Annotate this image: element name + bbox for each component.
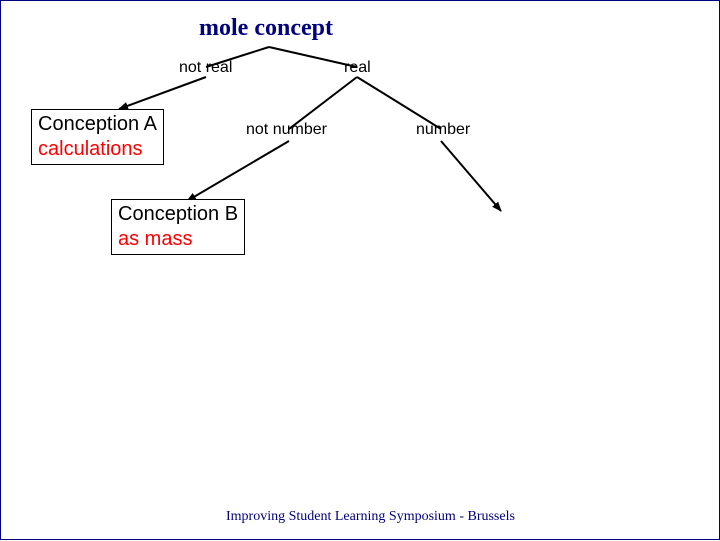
- node-conception-b-subtitle: as mass: [118, 227, 238, 252]
- node-conception-a-subtitle: calculations: [38, 137, 157, 162]
- slide-frame: mole concept not real real not number nu…: [0, 0, 720, 540]
- tree-lines: [1, 1, 720, 541]
- node-conception-a: Conception A calculations: [31, 109, 164, 165]
- page-title: mole concept: [199, 15, 333, 42]
- node-conception-a-title: Conception A: [38, 112, 157, 137]
- branch-label-number: number: [416, 121, 470, 139]
- node-conception-b-title: Conception B: [118, 202, 238, 227]
- branch-label-real: real: [344, 59, 371, 77]
- node-conception-b: Conception B as mass: [111, 199, 245, 255]
- footer-text: Improving Student Learning Symposium - B…: [226, 509, 515, 525]
- branch-label-not-number: not number: [246, 121, 327, 139]
- branch-label-not-real: not real: [179, 59, 232, 77]
